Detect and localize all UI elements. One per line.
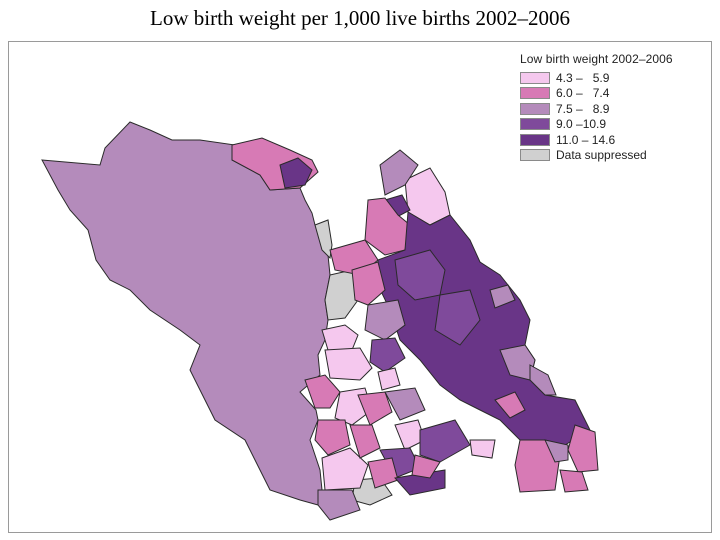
page-title: Low birth weight per 1,000 live births 2…: [150, 6, 570, 30]
legend-swatch: [520, 87, 550, 100]
legend-swatch: [520, 133, 550, 146]
legend-title: Low birth weight 2002–2006: [520, 52, 673, 66]
map-region-east-lightest: [469, 439, 496, 459]
legend-item: 6.0 – 7.4: [520, 86, 710, 102]
map-region-c-dark-1: [369, 337, 406, 373]
legend-swatch: [520, 71, 550, 84]
legend-label: Data suppressed: [556, 148, 647, 163]
map-region-c-light-1: [377, 367, 401, 391]
map-region-s-mid-1: [419, 419, 471, 463]
legend-swatch: [520, 149, 550, 162]
map-region-w-mid-1: [317, 489, 361, 521]
map-region-se-pink-2: [567, 424, 599, 473]
legend-item: 9.0 –10.9: [520, 117, 710, 133]
map-region-c-pink-2: [349, 424, 381, 459]
map-region-w-light-1: [321, 324, 359, 351]
legend-item: 4.3 – 5.9: [520, 70, 710, 86]
legend-item: 11.0 – 14.6: [520, 132, 710, 148]
map-region-se-mid-1: [544, 439, 569, 463]
map-region-w-light-4: [321, 447, 369, 491]
map-region-c-pink-1: [357, 391, 393, 426]
map-region-se-pink-3: [559, 469, 589, 493]
legend-item: Data suppressed: [520, 148, 710, 164]
legend-label: 4.3 – 5.9: [556, 70, 610, 85]
legend-swatch: [520, 118, 550, 131]
map-region-s-pink-1: [411, 454, 441, 479]
map-region-ne-mid: [379, 149, 419, 196]
map-region-east-light-1: [489, 284, 516, 309]
map-region-north-dark: [279, 157, 313, 189]
map-region-w-pink-3: [314, 419, 351, 456]
map-region-c-mid-2: [384, 387, 426, 421]
legend-label: 7.5 – 8.9: [556, 101, 610, 116]
map-region-w-pink-2: [304, 374, 341, 409]
legend-label: 11.0 – 14.6: [556, 132, 616, 147]
legend-swatch: [520, 102, 550, 115]
legend-label: 9.0 –10.9: [556, 117, 607, 132]
map-region-w-pink-1: [351, 261, 386, 306]
legend-label: 6.0 – 7.4: [556, 86, 610, 101]
map-region-east-mid-2: [434, 289, 481, 346]
map-region-east-pink: [494, 391, 526, 419]
legend-item: 7.5 – 8.9: [520, 101, 710, 117]
map-legend: Low birth weight 2002–2006 4.3 – 5.9 6.0…: [520, 52, 710, 163]
map-region-c-mid-1: [364, 299, 406, 341]
map-region-w-light-2: [324, 347, 373, 381]
map-region-east-light-3: [529, 364, 557, 396]
